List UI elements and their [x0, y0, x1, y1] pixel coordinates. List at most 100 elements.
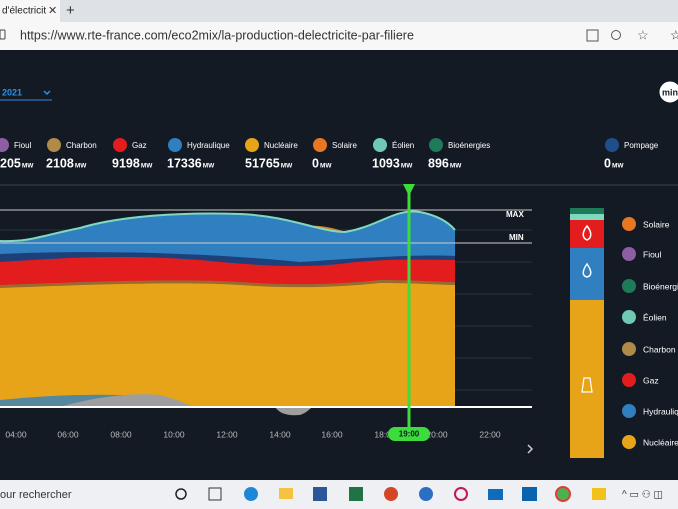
- x-tick-label: 18:00: [374, 429, 396, 439]
- url[interactable]: https://www.rte-france.com/eco2mix/la-pr…: [20, 28, 414, 42]
- legend-label: Solaire: [332, 141, 357, 150]
- legend-label: Fioul: [14, 141, 32, 150]
- legend-value: 9198: [112, 156, 140, 170]
- bar-hydraulique: [570, 248, 604, 300]
- side-bar: [570, 208, 604, 458]
- tab-title: d'électricit: [2, 6, 46, 17]
- side-legend-icon: [622, 435, 636, 449]
- legend-item[interactable]: Solaire 0 MW: [312, 138, 357, 170]
- favorites-icon[interactable]: ☆: [670, 27, 678, 42]
- cursor-time: 19:00: [399, 430, 420, 439]
- legend-unit: MW: [203, 163, 215, 170]
- legend-item[interactable]: Hydraulique 17336 MW: [167, 138, 230, 170]
- legend-label: Hydraulique: [187, 141, 230, 150]
- side-legend-icon: [622, 342, 636, 356]
- legend-unit: MW: [141, 163, 153, 170]
- x-tick-label: 22:00: [479, 429, 501, 439]
- side-legend-item[interactable]: Gaz: [622, 373, 659, 387]
- app[interactable]: [384, 487, 398, 501]
- legend-item[interactable]: Pompage 0 MW: [604, 138, 659, 170]
- min-button-label: min: [662, 87, 678, 97]
- legend-unit: MW: [281, 163, 293, 170]
- app[interactable]: [349, 487, 363, 501]
- side-legend-item[interactable]: Éolien: [622, 310, 667, 324]
- app[interactable]: [244, 487, 258, 501]
- legend-item[interactable]: Charbon 2108 MW: [46, 138, 97, 170]
- task-view[interactable]: [175, 488, 187, 500]
- year-select[interactable]: 2021: [2, 87, 22, 97]
- dropdown-arrow[interactable]: [43, 90, 51, 96]
- area-pompage-negative: [275, 407, 312, 416]
- legend-item[interactable]: Bioénergies 896 MW: [428, 138, 490, 170]
- reader-icon[interactable]: [586, 29, 599, 42]
- side-legend-label: Solaire: [643, 219, 670, 229]
- app[interactable]: [208, 487, 222, 501]
- tab-close[interactable]: ✕: [48, 5, 57, 17]
- app[interactable]: [313, 487, 327, 501]
- app[interactable]: [419, 487, 433, 501]
- side-legend-item[interactable]: Bioénergies: [622, 279, 678, 293]
- legend-value: 51765: [245, 156, 280, 170]
- app[interactable]: [555, 486, 571, 502]
- new-tab[interactable]: +: [66, 2, 75, 19]
- legend-value: 205: [0, 156, 21, 170]
- chart: MAX MIN 04:00 06:00 08:00 10:00 12:00 14:00 16…: [0, 184, 534, 454]
- side-legend-label: Nucléaire: [643, 437, 678, 447]
- area-export: [60, 394, 195, 407]
- side-legend-icon: [622, 404, 636, 418]
- x-tick-label: 06:00: [57, 429, 79, 439]
- legend-label: Éolien: [392, 141, 414, 150]
- app[interactable]: [522, 487, 537, 501]
- next-arrow[interactable]: [527, 444, 534, 454]
- zoom-icon[interactable]: [611, 30, 621, 40]
- side-legend-item[interactable]: Nucléaire: [622, 435, 678, 449]
- legend-item[interactable]: Gaz 9198 MW: [112, 138, 153, 170]
- legend-item[interactable]: Nucléaire 51765 MW: [245, 138, 298, 170]
- legend-icon: [47, 138, 61, 152]
- area-nucleaire: [0, 283, 455, 407]
- nuclear-icon: [581, 377, 593, 393]
- side-legend-item[interactable]: Fioul: [622, 247, 662, 261]
- x-tick-label: 16:00: [321, 429, 343, 439]
- side-legend-item[interactable]: Charbon: [622, 342, 676, 356]
- cursor-pill[interactable]: [388, 427, 430, 441]
- side-legend: Solaire Fioul Bioénergies Éolien Charbon Gaz H…: [622, 217, 678, 449]
- side-legend-icon: [622, 217, 636, 231]
- legend-item[interactable]: Éolien 1093 MW: [372, 138, 414, 170]
- x-tick-label: 14:00: [269, 429, 291, 439]
- app[interactable]: [279, 488, 293, 499]
- app[interactable]: [454, 487, 468, 501]
- legend-label: Nucléaire: [264, 141, 298, 150]
- search-box[interactable]: our rechercher: [0, 489, 72, 501]
- side-legend-icon: [622, 279, 636, 293]
- taskbar-apps: ^ ▭ ⚇ ◫: [208, 486, 663, 502]
- side-legend-icon: [622, 310, 636, 324]
- tab[interactable]: [0, 0, 60, 22]
- side-legend-icon: [622, 373, 636, 387]
- legend-icon: [0, 138, 9, 152]
- tab-strip: [0, 0, 678, 22]
- app[interactable]: [592, 488, 606, 500]
- side-legend-icon: [622, 247, 636, 261]
- app[interactable]: [488, 489, 503, 500]
- min-button[interactable]: [658, 80, 678, 104]
- side-legend-label: Gaz: [643, 375, 659, 385]
- legend-value: 896: [428, 156, 449, 170]
- legend-icon: [168, 138, 182, 152]
- x-tick-label: 12:00: [216, 429, 238, 439]
- side-legend-item[interactable]: Solaire: [622, 217, 670, 231]
- side-legend-label: Charbon: [643, 344, 676, 354]
- legend-unit: MW: [450, 163, 462, 170]
- address-bar: [0, 22, 678, 50]
- legend-label: Bioénergies: [448, 141, 490, 150]
- legend-icon: [313, 138, 327, 152]
- legend-item[interactable]: Fioul 205 MW: [0, 138, 34, 170]
- bar-gaz: [570, 220, 604, 248]
- cursor-handle[interactable]: [403, 184, 415, 196]
- side-legend-item[interactable]: Hydraulique: [622, 404, 678, 418]
- x-tick-label: 04:00: [5, 429, 27, 439]
- tray[interactable]: ^ ▭ ⚇ ◫: [622, 490, 663, 501]
- favorite-icon[interactable]: ☆: [637, 27, 649, 42]
- x-axis: 04:00 06:00 08:00 10:00 12:00 14:00 16:00 18:00…: [5, 429, 501, 439]
